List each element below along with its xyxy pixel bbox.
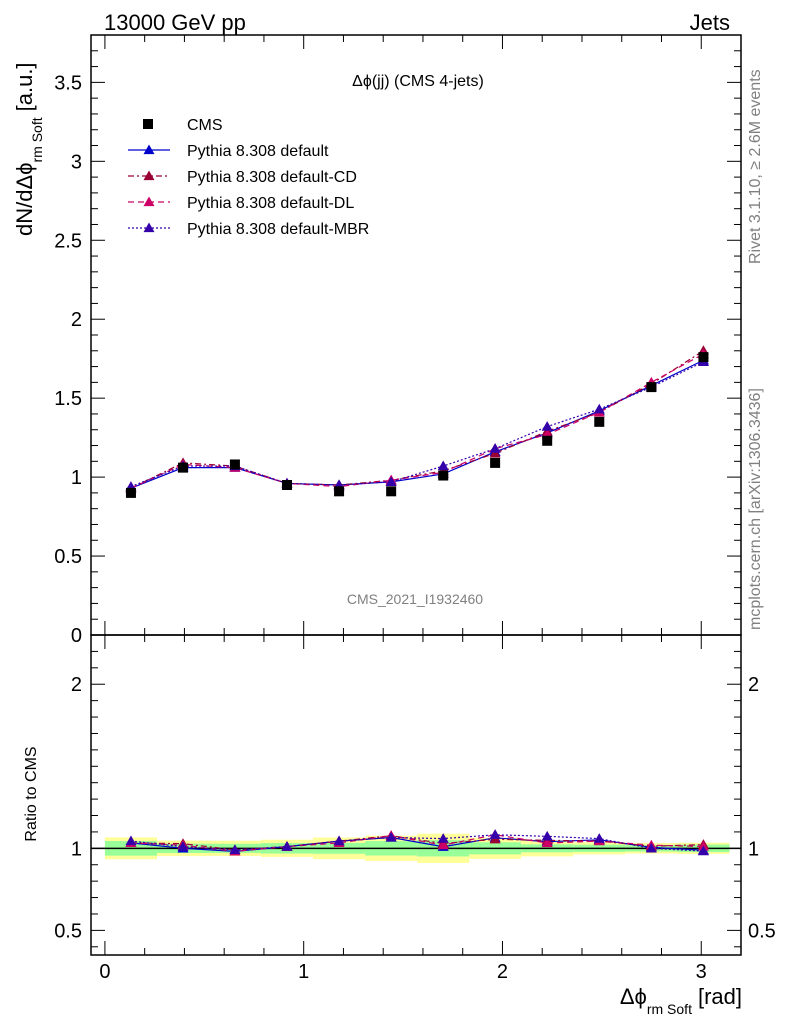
- y-tick-label-main: 0.5: [54, 546, 82, 568]
- data-point: [438, 470, 449, 481]
- y-tick-label-ratio: 0.5: [54, 920, 82, 942]
- data-point: [229, 459, 240, 470]
- series-line-3: [130, 361, 704, 488]
- y-tick-label-ratio: 1: [71, 838, 82, 860]
- x-axis-label: Δϕrm Soft [rad]: [620, 984, 742, 1017]
- header-left: 13000 GeV pp: [104, 10, 246, 35]
- ratio-line-2: [130, 834, 704, 852]
- xlabel-sub: rm Soft: [647, 1001, 692, 1017]
- ratio-marker-2: [541, 837, 553, 848]
- series-marker-3: [489, 443, 501, 453]
- legend-label-1: Pythia 8.308 default-CD: [187, 169, 357, 186]
- ratio-marker-3: [437, 833, 449, 843]
- series-marker-3: [541, 421, 553, 431]
- series-line-2: [130, 353, 704, 489]
- data-point: [594, 416, 605, 427]
- legend-label-data: CMS: [187, 117, 223, 134]
- y-tick-label-main: 1.5: [54, 388, 82, 410]
- series-marker-3: [385, 476, 397, 486]
- y-tick-label-main: 2: [71, 309, 82, 331]
- rivet-label: Rivet 3.1.10, ≥ 2.6M events: [747, 69, 764, 264]
- y-tick-label-ratio: 2: [71, 674, 82, 696]
- data-point: [646, 382, 657, 393]
- data-point: [281, 480, 292, 490]
- y-tick-label-main: 0: [71, 625, 82, 647]
- y-tick-label-main: 3: [71, 151, 82, 173]
- ylabel-main-text: dN/dΔϕ: [12, 163, 37, 237]
- ratio-marker-3: [125, 835, 137, 846]
- legend: CMS Pythia 8.308 default Pythia 8.308 defa…: [128, 117, 369, 238]
- legend-marker-1: [143, 170, 155, 181]
- ratio-marker-3: [229, 844, 241, 854]
- legend-marker-data: [143, 119, 153, 129]
- data-point: [386, 486, 397, 497]
- x-tick-label: 1: [298, 961, 309, 983]
- legend-marker-2: [143, 196, 155, 207]
- xlabel-unit: [rad]: [698, 984, 742, 1009]
- main-series: [125, 345, 709, 498]
- ratio-frame: [90, 634, 742, 956]
- ylabel-main-sub: rm Soft: [29, 117, 45, 162]
- ratio-marker-3: [593, 833, 605, 843]
- data-point: [334, 486, 345, 497]
- series-marker-3: [437, 460, 449, 471]
- ratio-marker-3: [697, 845, 709, 856]
- ratio-series: [125, 829, 709, 856]
- svg-text:dN/dΔϕrm Soft[a.u.]: dN/dΔϕrm Soft [a.u.]: [12, 62, 45, 236]
- ratio-marker-3: [333, 835, 345, 846]
- data-point: [542, 435, 553, 446]
- legend-label-0: Pythia 8.308 default: [187, 143, 329, 160]
- data-point: [178, 462, 189, 473]
- data-point: [125, 487, 136, 498]
- header-right: Jets: [690, 10, 730, 35]
- ratio-marker-3: [541, 830, 553, 841]
- ratio-marker-3: [645, 842, 657, 853]
- x-tick-label: 2: [497, 961, 508, 983]
- xlabel-text: Δϕ: [620, 984, 647, 1009]
- ratio-marker-3: [489, 829, 501, 839]
- data-point: [490, 457, 501, 468]
- ratio-marker-3: [281, 841, 293, 851]
- axes: 0 1 2 3 0 0.5 1 1.5 2 2.5 3 3.5 0.5 0.5 1 1 2 2: [54, 34, 776, 983]
- y-tick-label-main: 1: [71, 467, 82, 489]
- y-axis-label-ratio: Ratio to CMS: [23, 746, 40, 841]
- ratio-marker-3: [177, 841, 189, 851]
- legend-marker-0: [143, 144, 155, 155]
- y-tick-label-ratio-right: 2: [748, 674, 759, 696]
- x-tick-label: 3: [696, 961, 707, 983]
- series-line-1: [130, 350, 704, 489]
- legend-label-2: Pythia 8.308 default-DL: [187, 195, 354, 212]
- ratio-marker-3: [385, 832, 397, 842]
- series-marker-3: [593, 403, 605, 414]
- y-tick-label-main: 2.5: [54, 230, 82, 252]
- chart-title: Δϕ(jj) (CMS 4-jets): [352, 73, 484, 90]
- analysis-id: CMS_2021_I1932460: [347, 591, 483, 607]
- y-tick-label-ratio-right: 1: [748, 838, 759, 860]
- ylabel-main-unit: [a.u.]: [12, 62, 37, 111]
- y-axis-label-main: dN/dΔϕrm Soft [a.u.]: [12, 62, 45, 236]
- ratio-marker-2: [437, 839, 449, 850]
- data-point: [698, 352, 709, 363]
- mcplots-label: mcplots.cern.ch [arXiv:1306.3436]: [747, 388, 764, 630]
- y-tick-label-ratio-right: 0.5: [748, 920, 776, 942]
- legend-marker-3: [143, 222, 155, 233]
- x-tick-label: 0: [99, 961, 110, 983]
- legend-label-3: Pythia 8.308 default-MBR: [187, 221, 369, 238]
- series-line-0: [130, 359, 704, 489]
- y-tick-label-main: 3.5: [54, 72, 82, 94]
